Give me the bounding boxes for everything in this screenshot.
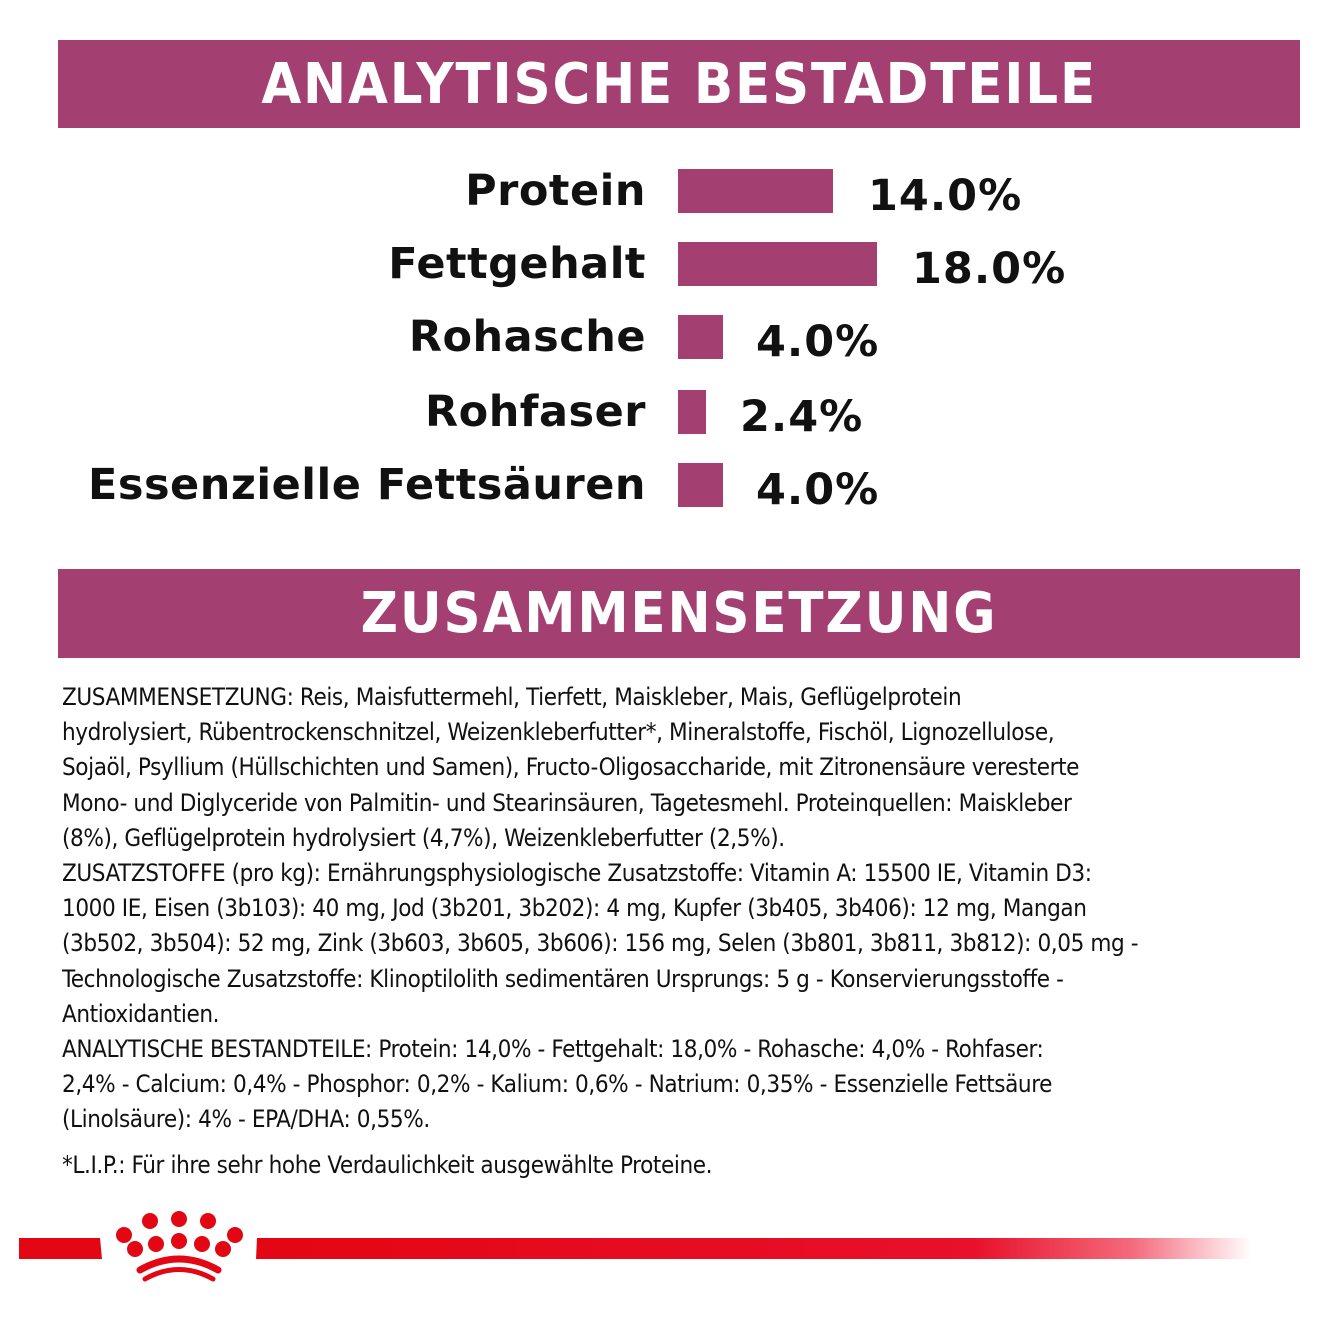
bar-label: Fettgehalt [388,239,646,289]
bar-value: 4.0% [756,317,880,367]
chart-row-ash: Rohasche 4.0% [0,312,1320,367]
bar-label: Protein [465,166,646,216]
analytical-line: 2,4% - Calcium: 0,4% - Phosphor: 0,2% - … [62,1070,1053,1099]
bar [678,315,723,359]
additives-line: ZUSATZSTOFFE (pro kg): Ernährungsphysiol… [62,859,1092,888]
composition-text: ZUSAMMENSETZUNG: Reis, Maisfuttermehl, T… [62,680,1312,1183]
bar [678,242,877,286]
composition-line: (8%), Geflügelprotein hydrolysiert (4,7%… [62,823,785,852]
chart-row-fat: Fettgehalt 18.0% [0,239,1320,294]
bar-value: 18.0% [912,244,1067,294]
chart-row-fibre: Rohfaser 2.4% [0,387,1320,442]
bar [678,390,706,434]
brand-logo [19,1211,1252,1282]
brand-strip [0,1200,1320,1290]
composition-line: ZUSAMMENSETZUNG: Reis, Maisfuttermehl, T… [62,683,962,711]
additives-line: 1000 IE, Eisen (3b103): 40 mg, Jod (3b20… [62,894,1087,923]
footnote: *L.I.P.: Für ihre sehr hohe Verdaulichke… [62,1150,713,1179]
bar-value: 14.0% [868,171,1023,221]
additives-line: Antioxidantien. [62,999,220,1028]
bar-label: Rohasche [408,312,646,362]
bar [678,169,833,213]
left-brand-bar [19,1238,102,1259]
composition-line: Sojaöl, Psyllium (Hüllschichten und Same… [62,753,1080,782]
bar-label: Rohfaser [425,387,646,437]
crown-icon [116,1211,243,1282]
bar-label: Essenzielle Fettsäuren [88,460,646,510]
bar-value: 2.4% [740,392,864,442]
chart-row-essential-fatty-acids: Essenzielle Fettsäuren 4.0% [0,460,1320,515]
right-brand-bar [256,1238,1252,1259]
bar-value: 4.0% [756,465,880,515]
chart-row-protein: Protein 14.0% [0,166,1320,221]
analytical-constituents-header: ANALYTISCHE BESTADTEILE [58,40,1300,128]
composition-line: Mono- und Diglyceride von Palmitin- und … [62,788,1072,817]
analytical-constituents-title: ANALYTISCHE BESTADTEILE [261,51,1097,117]
composition-title: ZUSAMMENSETZUNG [360,581,998,646]
composition-header: ZUSAMMENSETZUNG [58,569,1300,658]
additives-line: (3b502, 3b504): 52 mg, Zink (3b603, 3b60… [62,929,1139,958]
additives-line: Technologische Zusatzstoffe: Klinoptilol… [62,964,1064,993]
composition-line: hydrolysiert, Rübentrockenschnitzel, Wei… [62,718,1055,747]
bar [678,463,723,507]
analytical-line: (Linolsäure): 4% - EPA/DHA: 0,55%. [62,1105,430,1134]
analytical-line: ANALYTISCHE BESTANDTEILE: Protein: 14,0%… [62,1035,1044,1064]
